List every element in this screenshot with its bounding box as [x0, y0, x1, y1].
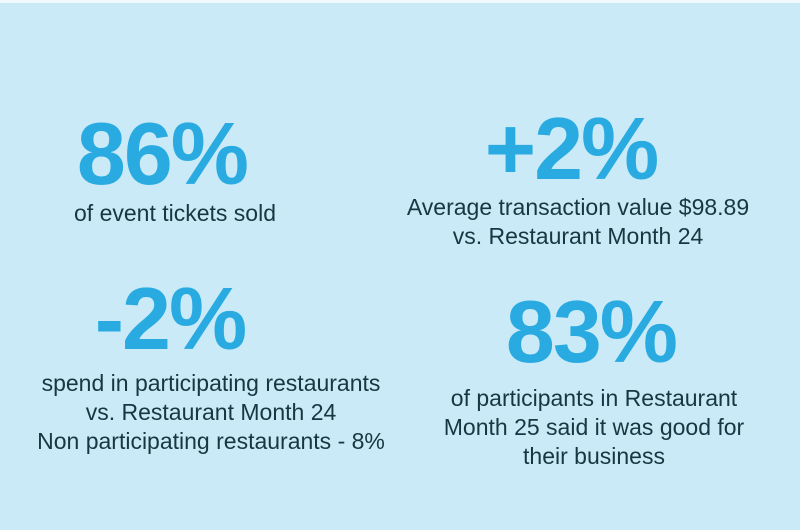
caption-line: of event tickets sold — [74, 200, 276, 226]
stat-caption-tickets-sold: of event tickets sold — [25, 199, 325, 228]
caption-line: spend in participating restaurants — [41, 370, 381, 396]
top-border-strip — [0, 0, 800, 3]
stat-value-spend-participating: -2% — [94, 269, 248, 368]
stat-caption-spend-participating: spend in participating restaurants vs. R… — [36, 369, 386, 456]
stat-value-participants-feedback: 83% — [505, 282, 678, 381]
stat-block-tickets-sold: 86% of event tickets sold — [25, 110, 325, 228]
caption-line: vs. Restaurant Month 24 — [452, 223, 704, 249]
caption-line: Average transaction value $98.89 — [406, 194, 750, 220]
stat-value-tickets-sold: 86% — [76, 104, 249, 203]
caption-line: their business — [523, 443, 665, 469]
caption-line: Non participating restaurants - 8% — [37, 428, 385, 454]
caption-line: Month 25 said it was good for — [443, 414, 745, 440]
stat-block-spend-participating: -2% spend in participating restaurants v… — [36, 275, 386, 456]
caption-line: of participants in Restaurant — [450, 385, 738, 411]
stat-block-avg-transaction: +2% Average transaction value $98.89 vs.… — [403, 105, 753, 251]
caption-line: vs. Restaurant Month 24 — [85, 399, 337, 425]
stat-caption-participants-feedback: of participants in Restaurant Month 25 s… — [419, 384, 769, 471]
stat-caption-avg-transaction: Average transaction value $98.89 vs. Res… — [403, 193, 753, 251]
stat-block-participants-feedback: 83% of participants in Restaurant Month … — [419, 288, 769, 471]
stat-value-avg-transaction: +2% — [484, 99, 660, 198]
